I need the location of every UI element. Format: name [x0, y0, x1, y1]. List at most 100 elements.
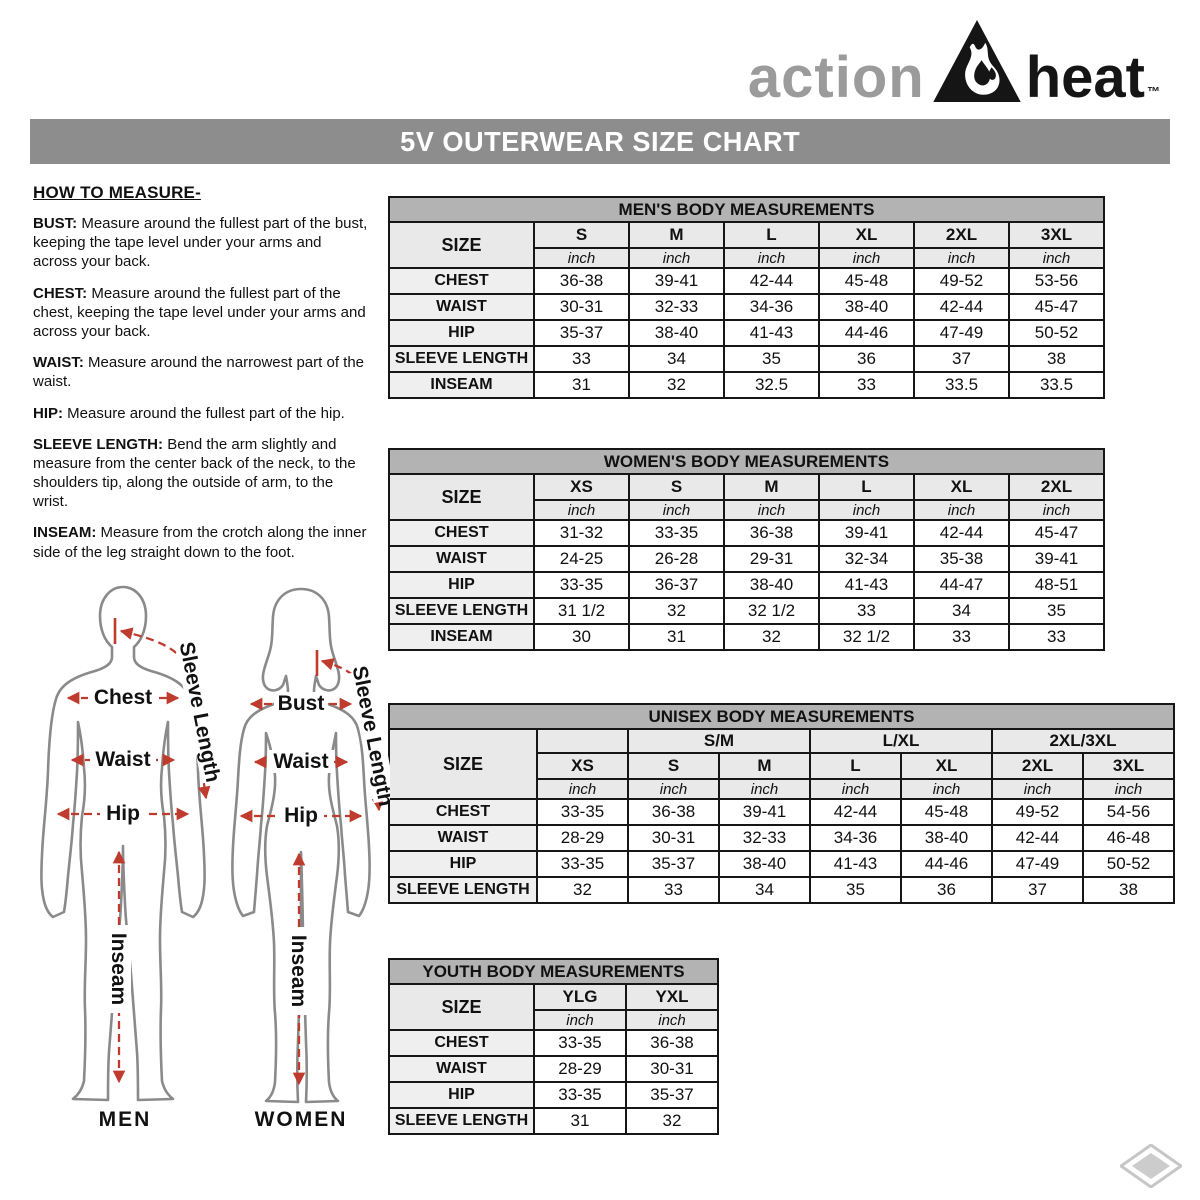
- row-label-cell: INSEAM: [388, 623, 535, 651]
- women-bust-label: Bust: [278, 692, 325, 715]
- measurement-cell: 50-52: [1008, 319, 1105, 347]
- measurement-cell: 32-33: [628, 293, 725, 321]
- row-label-cell: HIP: [388, 571, 535, 599]
- unit-cell: inch: [1008, 247, 1105, 269]
- measurement-cell: 33: [1008, 623, 1105, 651]
- size-header-cell: 2XL: [991, 752, 1084, 780]
- row-label-cell: WAIST: [388, 1055, 535, 1083]
- measurement-cell: 31: [533, 1107, 627, 1135]
- unit-cell: inch: [1008, 499, 1105, 521]
- row-label-cell: SLEEVE LENGTH: [388, 345, 535, 373]
- page-title: 5V OUTERWEAR SIZE CHART: [399, 125, 800, 157]
- measurement-cell: 42-44: [809, 798, 902, 826]
- women-figure: Sleeve Length Bust Waist Hip Inseam WOME…: [231, 587, 390, 1131]
- row-label-cell: WAIST: [388, 545, 535, 573]
- measurement-cell: 31: [533, 371, 630, 399]
- measurement-cell: 38-40: [818, 293, 915, 321]
- measurement-cell: 31 1/2: [533, 597, 630, 625]
- table-row: CHEST 33-35 36-38: [388, 1029, 719, 1057]
- body-measurement-figures: Sleeve Length Chest Waist Hip Inseam MEN: [40, 585, 390, 1131]
- unit-cell: inch: [625, 1009, 719, 1031]
- brand-logo: action heat ™: [748, 20, 1160, 110]
- measurement-cell: 30-31: [533, 293, 630, 321]
- measurement-cell: 33: [627, 876, 720, 904]
- men-figure: Sleeve Length Chest Waist Hip Inseam MEN: [40, 585, 224, 1131]
- measurement-cell: 30-31: [627, 824, 720, 852]
- size-header-cell: 3XL: [1008, 221, 1105, 249]
- size-header-cell: 3XL: [1082, 752, 1175, 780]
- trademark-symbol: ™: [1147, 84, 1160, 99]
- measurement-cell: 47-49: [913, 319, 1010, 347]
- measurement-cell: 35: [809, 876, 902, 904]
- measurement-cell: 49-52: [991, 798, 1084, 826]
- measurement-cell: 34-36: [809, 824, 902, 852]
- mens-table-title: MEN'S BODY MEASUREMENTS: [388, 196, 1105, 223]
- women-waist-label: Waist: [273, 750, 328, 773]
- size-header-cell: XL: [818, 221, 915, 249]
- measurement-cell: 33: [818, 597, 915, 625]
- mens-measurements-table: MEN'S BODY MEASUREMENTS SIZE S M L XL 2XL 3XL in…: [388, 196, 1105, 399]
- unit-cell: inch: [991, 778, 1084, 800]
- table-row: CHEST 31-32 33-35 36-38 39-41 42-44 45-47: [388, 519, 1105, 547]
- size-header-cell: YXL: [625, 983, 719, 1011]
- flame-icon: [931, 20, 1023, 107]
- size-header-cell: S: [628, 473, 725, 501]
- how-to-measure-heading: HOW TO MEASURE-: [33, 183, 201, 202]
- measurement-cell: 44-46: [818, 319, 915, 347]
- measurement-cell: 33-35: [628, 519, 725, 547]
- measure-term: INSEAM:: [33, 524, 97, 542]
- logo-heat-text: heat: [1025, 44, 1145, 110]
- measurement-cell: 33-35: [536, 850, 629, 878]
- size-group-cell: [536, 728, 629, 754]
- size-header-cell: 2XL: [1008, 473, 1105, 501]
- measurement-cell: 33.5: [1008, 371, 1105, 399]
- measurement-cell: 34-36: [723, 293, 820, 321]
- measurement-cell: 46-48: [1082, 824, 1175, 852]
- measurement-cell: 33-35: [533, 1029, 627, 1057]
- measurement-cell: 28-29: [533, 1055, 627, 1083]
- measurement-cell: 26-28: [628, 545, 725, 573]
- unit-cell: inch: [533, 247, 630, 269]
- measurement-cell: 39-41: [818, 519, 915, 547]
- measurement-cell: 50-52: [1082, 850, 1175, 878]
- row-label-cell: WAIST: [388, 293, 535, 321]
- measurement-cell: 37: [991, 876, 1084, 904]
- how-to-measure-section: HOW TO MEASURE- BUST: Measure around the…: [33, 183, 369, 574]
- measurement-cell: 32: [536, 876, 629, 904]
- measurement-cell: 31-32: [533, 519, 630, 547]
- table-row: SLEEVE LENGTH 31 1/2 32 32 1/2 33 34 35: [388, 597, 1105, 625]
- measurement-cell: 32 1/2: [818, 623, 915, 651]
- row-label-cell: HIP: [388, 1081, 535, 1109]
- size-header-cell: 2XL: [913, 221, 1010, 249]
- size-label-cell: SIZE: [388, 728, 538, 800]
- row-label-cell: SLEEVE LENGTH: [388, 597, 535, 625]
- measurement-cell: 36: [818, 345, 915, 373]
- measurement-cell: 45-48: [900, 798, 993, 826]
- measurement-cell: 32: [625, 1107, 719, 1135]
- measurement-cell: 33-35: [533, 571, 630, 599]
- size-header-cell: L: [723, 221, 820, 249]
- table-row: HIP 33-35 35-37: [388, 1081, 719, 1109]
- measurement-cell: 32 1/2: [723, 597, 820, 625]
- size-header-cell: XL: [913, 473, 1010, 501]
- unit-cell: inch: [913, 499, 1010, 521]
- table-row: SLEEVE LENGTH 31 32: [388, 1107, 719, 1135]
- measure-term: BUST:: [33, 215, 78, 232]
- unit-cell: inch: [809, 778, 902, 800]
- measurement-cell: 39-41: [1008, 545, 1105, 573]
- measurement-cell: 41-43: [723, 319, 820, 347]
- measurement-cell: 35-38: [913, 545, 1010, 573]
- women-silhouette: [231, 587, 371, 1104]
- row-label-cell: SLEEVE LENGTH: [388, 876, 538, 904]
- measurement-cell: 47-49: [991, 850, 1084, 878]
- size-header-cell: M: [723, 473, 820, 501]
- measurement-cell: 34: [628, 345, 725, 373]
- measurement-cell: 38-40: [900, 824, 993, 852]
- unit-cell: inch: [900, 778, 993, 800]
- women-inseam-label: Inseam: [287, 935, 310, 1007]
- table-row: SLEEVE LENGTH 32 33 34 35 36 37 38: [388, 876, 1175, 904]
- unisex-measurements-table: UNISEX BODY MEASUREMENTS SIZE S/M L/XL 2XL/3…: [388, 703, 1175, 904]
- measurement-cell: 53-56: [1008, 267, 1105, 295]
- size-group-cell: L/XL: [809, 728, 993, 754]
- measurement-cell: 32-33: [718, 824, 811, 852]
